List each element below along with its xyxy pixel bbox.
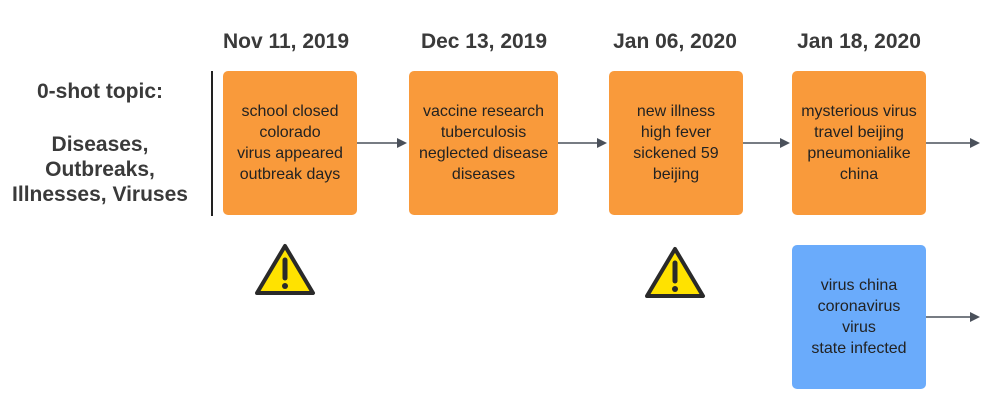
topic-divider (211, 71, 213, 216)
keyword-box-branch: virus china coronavirus virus state infe… (792, 245, 926, 389)
date-label: Jan 06, 2020 (613, 30, 737, 53)
arrow-right-icon (926, 138, 980, 148)
keyword: state infected (811, 340, 907, 357)
keyword: coronavirus (817, 298, 901, 315)
keyword: vaccine research (423, 103, 544, 120)
keyword: neglected disease (419, 145, 548, 162)
warning-triangle-icon (645, 247, 705, 298)
keyword-box-jan-18: mysterious virus travel beijing pneumoni… (792, 71, 926, 215)
arrow-right-icon (558, 138, 607, 148)
arrow-right-icon (357, 138, 407, 148)
keyword-box-dec-13: vaccine research tuberculosis neglected … (409, 71, 558, 215)
keyword: high fever (640, 124, 712, 141)
arrow-right-icon (926, 312, 980, 322)
keyword: virus china (820, 277, 898, 294)
keyword: school closed (241, 103, 339, 120)
keyword: virus (842, 319, 876, 336)
arrow-right-icon (743, 138, 790, 148)
keyword-box-nov-11: school closed colorado virus appeared ou… (223, 71, 357, 215)
keyword: outbreak days (239, 166, 341, 183)
keyword: virus appeared (237, 145, 343, 162)
keyword: china (839, 166, 879, 183)
keyword: mysterious virus (801, 103, 917, 120)
topic-line: Illnesses, Viruses (12, 183, 188, 206)
keyword: travel beijing (814, 124, 904, 141)
topic-label: 0-shot topic: (37, 80, 163, 103)
keyword: pneumonialike (807, 145, 911, 162)
keyword: new illness (636, 103, 716, 120)
topic-line: Diseases, (51, 133, 149, 156)
warning-triangle-icon (255, 244, 315, 295)
topic-line: Outbreaks, (45, 158, 155, 181)
keyword-box-jan-06: new illness high fever sickened 59 beiji… (609, 71, 743, 215)
date-label: Jan 18, 2020 (797, 30, 921, 53)
keyword: diseases (451, 166, 516, 183)
date-label: Dec 13, 2019 (420, 30, 548, 53)
keyword: tuberculosis (440, 124, 527, 141)
keyword: sickened 59 (633, 145, 719, 162)
topic-description: Diseases, Outbreaks, Illnesses, Viruses (0, 132, 200, 207)
keyword: beijing (652, 166, 700, 183)
date-label: Nov 11, 2019 (222, 30, 350, 53)
keyword: colorado (259, 124, 321, 141)
